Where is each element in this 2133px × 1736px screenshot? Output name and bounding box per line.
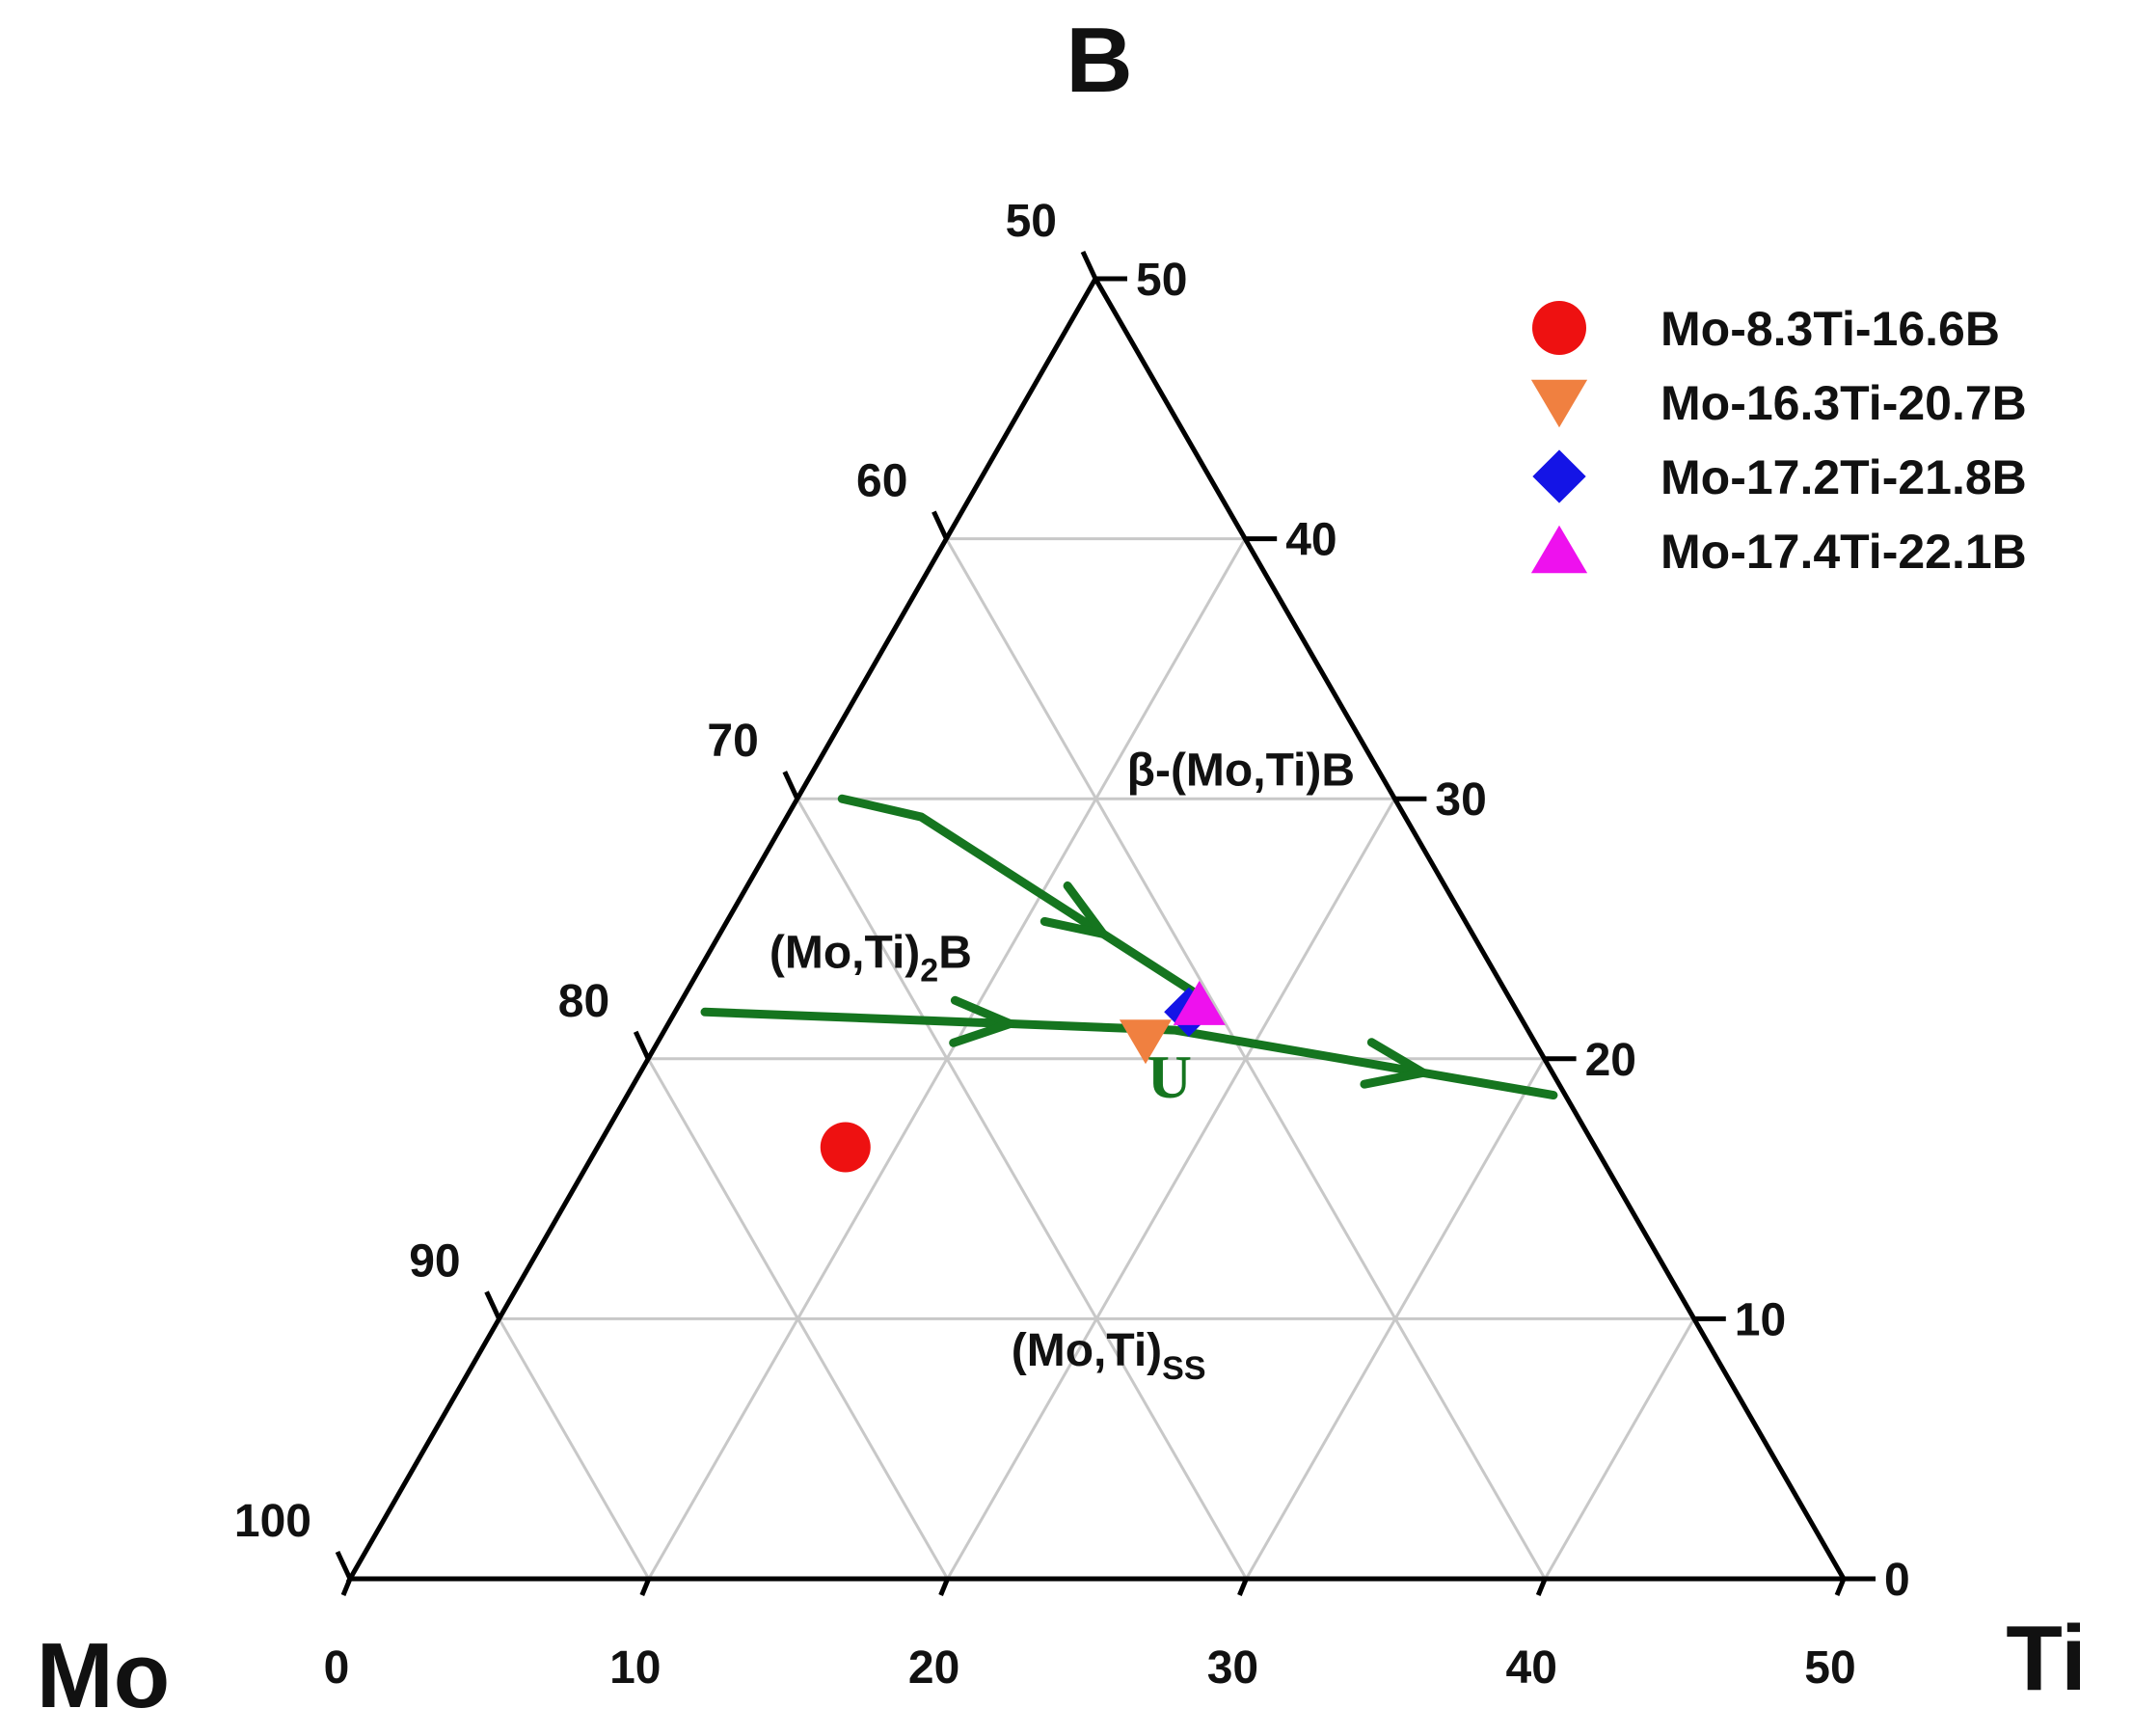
b-tick-label: 30 bbox=[1435, 774, 1486, 826]
ti-tick-label: 30 bbox=[1207, 1642, 1258, 1694]
mo-tick-label: 90 bbox=[409, 1235, 460, 1287]
axis-ticks bbox=[335, 250, 1876, 1596]
data-points bbox=[820, 980, 1226, 1173]
legend-marker-2 bbox=[1530, 379, 1588, 428]
ti-tick-10 bbox=[639, 1578, 652, 1596]
ti-tick-40 bbox=[1535, 1578, 1548, 1596]
legend-marker-3 bbox=[1532, 449, 1586, 503]
grid-line-mo-60 bbox=[945, 537, 1547, 1580]
mo-tick-label: 70 bbox=[707, 716, 758, 767]
region-label-suffix: B bbox=[938, 927, 972, 978]
b-tick-label: 10 bbox=[1735, 1294, 1786, 1345]
mo-tick-80 bbox=[633, 1030, 651, 1060]
boundary-lines bbox=[700, 794, 1558, 1100]
ti-tick-label: 50 bbox=[1804, 1642, 1855, 1694]
boundary-line-2 bbox=[700, 1007, 1558, 1100]
data-point-2 bbox=[1119, 1019, 1173, 1065]
mo-tick-label: 80 bbox=[558, 976, 609, 1027]
legend-label-3: Mo-17.2Ti-21.8B bbox=[1660, 450, 2027, 504]
grid-lines bbox=[498, 537, 1696, 1580]
grid-line-mo-70 bbox=[796, 798, 1248, 1580]
mo-tick-100 bbox=[335, 1550, 353, 1581]
vertex-label-right: Ti bbox=[2006, 1607, 2087, 1710]
region-label-main: (Mo,Ti) bbox=[770, 927, 920, 978]
region-label-subscript: 2 bbox=[920, 952, 938, 989]
triangle-frame bbox=[345, 273, 1849, 1582]
ti-tick-50 bbox=[1834, 1578, 1847, 1596]
grid-line-mo-90 bbox=[498, 1317, 651, 1580]
region-label-main: (Mo,Ti) bbox=[1012, 1325, 1162, 1376]
ti-tick-label: 20 bbox=[908, 1642, 959, 1694]
region-label-2: (Mo,Ti)2B bbox=[770, 927, 972, 989]
vertex-label-left: Mo bbox=[37, 1624, 171, 1727]
grid-line-ti-20 bbox=[946, 798, 1396, 1580]
ti-tick-0 bbox=[340, 1578, 353, 1596]
point-label-U: U bbox=[1148, 1043, 1192, 1111]
ti-tick-label: 0 bbox=[324, 1642, 350, 1694]
ti-tick-label: 40 bbox=[1506, 1642, 1557, 1694]
boundary-arrow-2 bbox=[949, 995, 1015, 1047]
b-tick-label: 50 bbox=[1136, 255, 1187, 306]
mo-tick-60 bbox=[932, 510, 949, 540]
mo-tick-label: 60 bbox=[856, 456, 907, 507]
ti-tick-label: 10 bbox=[609, 1642, 661, 1694]
mo-tick-label: 50 bbox=[1006, 196, 1057, 247]
b-tick-label: 0 bbox=[1884, 1555, 1910, 1606]
grid-line-mo-80 bbox=[646, 1058, 949, 1580]
legend-label-2: Mo-16.3Ti-20.7B bbox=[1660, 376, 2027, 430]
legend: Mo-8.3Ti-16.6B Mo-16.3Ti-20.7B Mo-17.2Ti-2… bbox=[1530, 301, 2027, 579]
ti-tick-30 bbox=[1237, 1578, 1249, 1596]
legend-label-1: Mo-8.3Ti-16.6B bbox=[1660, 302, 2000, 356]
mo-tick-label: 100 bbox=[234, 1496, 311, 1547]
mo-tick-70 bbox=[782, 771, 800, 800]
grid-line-ti-40 bbox=[1543, 1317, 1696, 1580]
ti-tick-20 bbox=[938, 1578, 950, 1596]
mo-tick-50 bbox=[1080, 250, 1098, 281]
b-tick-label: 40 bbox=[1285, 515, 1336, 566]
region-label-1: β-(Mo,Ti)B bbox=[1127, 746, 1355, 797]
legend-marker-4 bbox=[1530, 525, 1588, 574]
triangle-outline bbox=[345, 273, 1849, 1582]
region-label-3: (Mo,Ti)SS bbox=[1012, 1325, 1206, 1387]
vertex-label-top: B bbox=[1066, 9, 1132, 112]
boundary-arrow-1 bbox=[1040, 881, 1108, 938]
mo-tick-90 bbox=[484, 1290, 501, 1320]
data-point-4 bbox=[1173, 980, 1226, 1025]
b-tick-label: 20 bbox=[1585, 1035, 1636, 1086]
region-label-main: β-(Mo,Ti)B bbox=[1127, 746, 1355, 797]
legend-label-4: Mo-17.4Ti-22.1B bbox=[1660, 525, 2027, 579]
legend-marker-1 bbox=[1532, 301, 1586, 355]
data-point-1 bbox=[820, 1122, 871, 1173]
region-label-subscript: SS bbox=[1162, 1350, 1205, 1387]
boundary-arrow-2 bbox=[1360, 1038, 1428, 1089]
